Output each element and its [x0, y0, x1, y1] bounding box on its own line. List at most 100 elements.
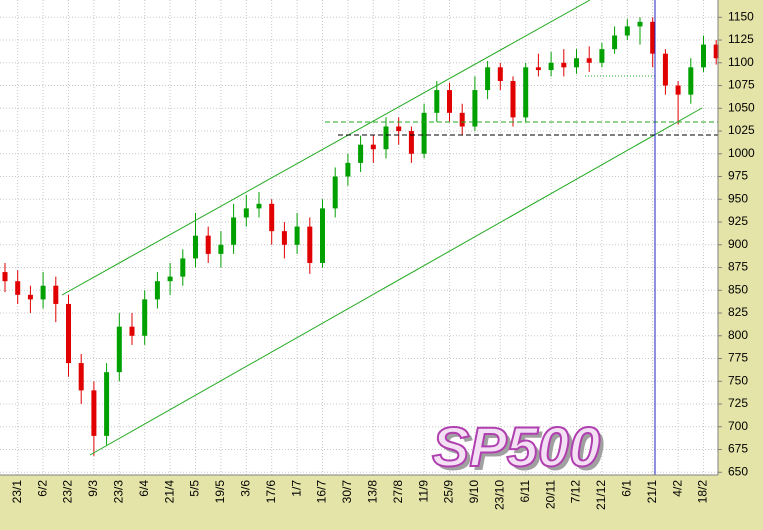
- y-tick-label: 700: [728, 419, 748, 433]
- candle-body: [205, 235, 211, 254]
- x-tick-label: 6/11: [518, 480, 532, 503]
- x-tick-label: 16/7: [315, 480, 329, 504]
- candle-body: [15, 281, 21, 295]
- y-tick-label: 1100: [728, 55, 754, 69]
- x-tick-label: 23/2: [61, 480, 75, 504]
- candle-body: [497, 67, 503, 81]
- y-tick-label: 1000: [728, 146, 755, 160]
- y-tick-label: 725: [728, 396, 748, 410]
- candle-body: [447, 90, 452, 113]
- candle-body: [370, 144, 376, 150]
- candle-body: [66, 303, 71, 364]
- candle-body: [40, 285, 46, 300]
- candle-body: [218, 244, 224, 254]
- candle-body: [485, 67, 491, 91]
- y-tick-label: 650: [728, 464, 748, 478]
- y-tick-label: 1150: [728, 9, 754, 23]
- y-tick-label: 900: [728, 237, 748, 251]
- y-tick-label: 875: [728, 260, 748, 274]
- x-tick-label: 5/5: [188, 480, 202, 497]
- candle-body: [548, 62, 554, 71]
- x-tick-label: 23/3: [111, 480, 125, 504]
- y-tick-label: 800: [728, 328, 748, 342]
- annotations: [61, 0, 718, 475]
- x-tick-label: 21/4: [162, 480, 176, 504]
- candle-body: [193, 235, 198, 259]
- channel-lower: [89, 107, 703, 456]
- candle-body: [574, 58, 579, 68]
- x-tick-label: 18/2: [696, 480, 710, 504]
- candle-body: [332, 176, 338, 209]
- candles: [2, 17, 719, 456]
- candle-body: [688, 67, 694, 95]
- candle-body: [637, 21, 643, 27]
- x-tick-label: 6/1: [619, 480, 633, 497]
- x-tick-label: 21/12: [594, 480, 608, 510]
- candle-body: [294, 226, 300, 245]
- x-tick-label: 13/8: [365, 480, 379, 504]
- candle-body: [53, 285, 59, 304]
- y-tick-label: 950: [728, 191, 748, 205]
- x-tick-label: 17/6: [264, 480, 278, 504]
- candle-body: [358, 144, 364, 163]
- candle-body: [231, 217, 237, 245]
- candle-body: [116, 326, 122, 373]
- x-tick-label: 7/12: [569, 480, 583, 504]
- candle-body: [612, 35, 618, 50]
- candle-body: [142, 299, 148, 336]
- x-tick-label: 23/10: [492, 480, 506, 510]
- chart-title-shadow: SP500: [436, 419, 604, 482]
- chart-title: SP500: [432, 415, 600, 478]
- x-tick-label: 6/4: [137, 480, 151, 497]
- candle-body: [662, 53, 668, 86]
- y-tick-label: 1125: [728, 32, 754, 46]
- x-tick-label: 1/7: [289, 480, 303, 497]
- candle-body: [383, 126, 389, 150]
- candle-body: [408, 131, 414, 154]
- y-tick-label: 825: [728, 305, 748, 319]
- x-tick-label: 3/6: [238, 480, 252, 497]
- candle-body: [510, 80, 516, 118]
- candle-body: [472, 90, 478, 127]
- candle-body: [256, 203, 262, 209]
- x-tick-label: 19/5: [213, 480, 227, 504]
- candle-body: [535, 67, 541, 71]
- candle-body: [599, 49, 605, 63]
- candle-body: [269, 203, 275, 232]
- y-tick-label: 775: [728, 351, 748, 365]
- candle-body: [701, 44, 706, 68]
- x-tick-label: 27/8: [391, 480, 405, 504]
- y-tick-label: 975: [728, 169, 748, 183]
- candle-body: [624, 26, 630, 36]
- y-tick-label: 750: [728, 373, 748, 387]
- x-tick-label: 20/11: [543, 480, 557, 509]
- y-tick-label: 1025: [728, 123, 755, 137]
- candle-body: [675, 85, 681, 95]
- candle-body: [281, 231, 287, 245]
- candle-body: [320, 208, 325, 263]
- x-tick-label: 9/10: [467, 480, 481, 504]
- candle-body: [307, 226, 313, 263]
- y-tick-label: 675: [728, 442, 748, 456]
- x-tick-label: 4/2: [670, 480, 684, 497]
- candle-body: [104, 372, 110, 436]
- x-tick-label: 25/9: [442, 480, 456, 504]
- y-tick-label: 925: [728, 214, 748, 228]
- candle-body: [713, 44, 719, 59]
- candle-body: [650, 21, 656, 54]
- x-tick-label: 21/1: [645, 480, 659, 504]
- candle-body: [243, 208, 249, 218]
- channel-upper: [61, 0, 591, 296]
- candle-body: [78, 363, 84, 391]
- candle-body: [586, 58, 592, 63]
- x-tick-label: 30/7: [340, 480, 354, 504]
- candle-body: [27, 294, 33, 300]
- x-tick-label: 11/9: [416, 480, 430, 503]
- x-tick-label: 23/1: [10, 480, 24, 504]
- candle-body: [345, 162, 351, 177]
- x-tick-label: 6/2: [35, 480, 49, 497]
- candle-body: [2, 272, 8, 282]
- candle-body: [434, 90, 440, 113]
- y-tick-label: 850: [728, 282, 748, 296]
